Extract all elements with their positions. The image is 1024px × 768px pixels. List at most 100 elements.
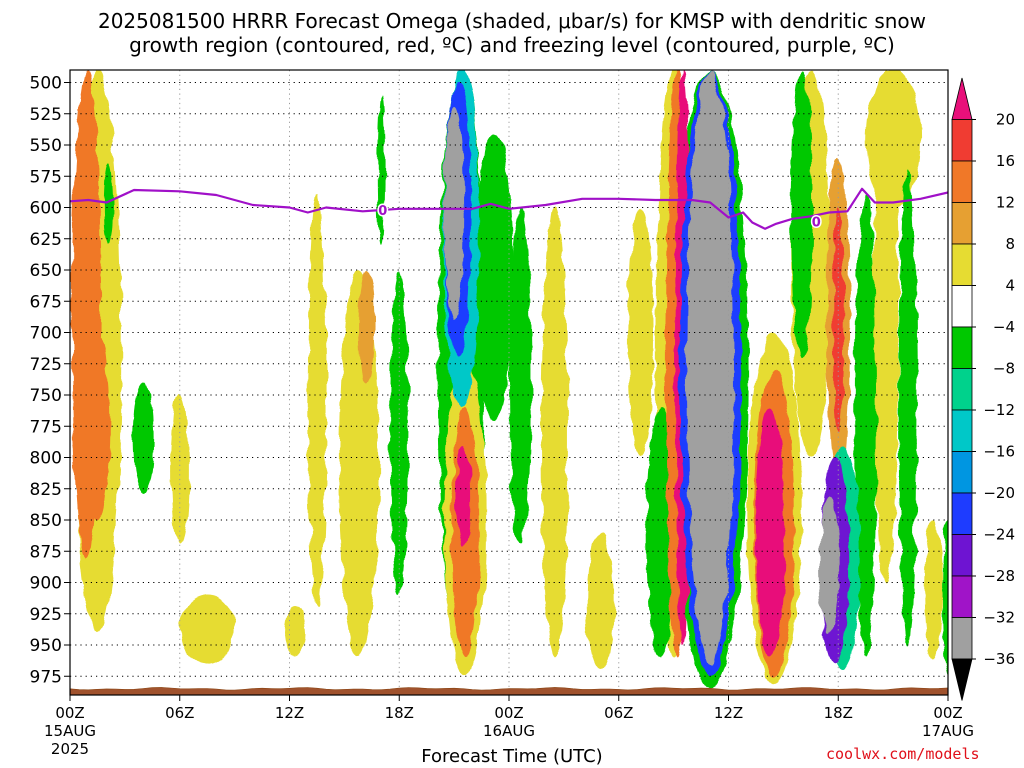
chart-title-line-2: growth region (contoured, red, ºC) and f… — [129, 33, 895, 57]
omega-region-43 — [873, 70, 899, 583]
colorbar-band-5 — [951, 285, 973, 328]
x-date-label-24: 16AUG — [483, 722, 535, 740]
y-tick-label-550: 550 — [30, 136, 62, 156]
omega-region-47 — [942, 520, 948, 677]
omega-region-34 — [755, 407, 786, 658]
colorbar-band-1 — [951, 119, 973, 162]
y-axis: 500 525 550 575 600 625 650 675 700 725 750 775 800 8… — [30, 74, 70, 687]
colorbar-band-4 — [951, 243, 973, 286]
y-tick-label-900: 900 — [30, 574, 62, 594]
omega-region-31 — [686, 70, 734, 664]
omega-region-11 — [377, 95, 385, 245]
colorbar-label-1: 16 — [996, 152, 1015, 170]
omega-region-6 — [179, 595, 235, 664]
colorbar-label-13: −36 — [983, 650, 1015, 668]
y-tick-label-975: 975 — [30, 667, 62, 687]
omega-region-10 — [358, 270, 375, 383]
terrain-band — [70, 687, 948, 695]
colorbar-label-11: −28 — [983, 567, 1015, 585]
colorbar-band-14 — [951, 658, 973, 701]
omega-region-20 — [476, 132, 513, 420]
colorbar-band-11 — [951, 534, 973, 577]
y-tick-label-725: 725 — [30, 355, 62, 375]
omega-region-23 — [586, 532, 615, 670]
colorbar-label-8: −16 — [983, 443, 1015, 461]
colorbar-band-13 — [951, 617, 973, 660]
omega-region-7 — [284, 607, 306, 658]
x-tick-label-30: 06Z — [604, 704, 633, 722]
x-tick-label-24: 00Z — [494, 704, 523, 722]
omega-shading — [71, 70, 948, 689]
y-tick-label-850: 850 — [30, 511, 62, 531]
x-tick-label-18: 18Z — [385, 704, 414, 722]
chart-title-line-1: 2025081500 HRRR Forecast Omega (shaded, … — [97, 9, 927, 33]
omega-region-41 — [819, 495, 840, 633]
omega-region-2 — [85, 332, 110, 520]
omega-region-19 — [455, 445, 471, 545]
y-tick-label-875: 875 — [30, 542, 62, 562]
colorbar-label-9: −20 — [983, 484, 1015, 502]
y-tick-label-925: 925 — [30, 605, 62, 625]
omega-region-22 — [541, 207, 569, 658]
y-tick-label-625: 625 — [30, 230, 62, 250]
x-tick-label-6: 06Z — [165, 704, 194, 722]
freezing-level-contour: 00 — [70, 187, 948, 232]
colorbar-label-6: −8 — [993, 360, 1015, 378]
omega-region-4 — [132, 382, 155, 495]
y-tick-label-500: 500 — [30, 74, 62, 94]
omega-region-3 — [103, 163, 113, 245]
colorbar-band-2 — [951, 160, 973, 203]
colorbar-band-0 — [951, 77, 973, 120]
x-date-label-0: 15AUG — [44, 722, 96, 740]
y-tick-label-825: 825 — [30, 480, 62, 500]
y-tick-label-525: 525 — [30, 105, 62, 125]
y-tick-label-675: 675 — [30, 292, 62, 312]
freezing-level-label-0: 0 — [378, 204, 387, 219]
omega-region-45 — [898, 170, 917, 645]
y-tick-label-950: 950 — [30, 636, 62, 656]
colorbar-label-12: −32 — [983, 609, 1015, 627]
colorbar-label-10: −24 — [983, 526, 1015, 544]
y-tick-label-575: 575 — [30, 167, 62, 187]
colorbar-band-9 — [951, 451, 973, 494]
colorbar-band-3 — [951, 202, 973, 245]
x-axis-label: Forecast Time (UTC) — [421, 746, 603, 767]
colorbar-label-4: 4 — [1005, 277, 1015, 295]
omega-region-8 — [307, 195, 327, 608]
colorbar-band-10 — [951, 492, 973, 535]
omega-region-24 — [627, 207, 654, 458]
colorbar-label-3: 8 — [1005, 235, 1015, 253]
x-tick-label-42: 18Z — [824, 704, 853, 722]
x-tick-label-48: 00Z — [933, 704, 962, 722]
freezing-level-line — [70, 187, 948, 230]
x-tick-label-0: 00Z — [55, 704, 84, 722]
omega-region-21 — [508, 207, 531, 545]
colorbar-label-7: −12 — [983, 401, 1015, 419]
y-tick-label-600: 600 — [30, 199, 62, 219]
colorbar-band-7 — [951, 368, 973, 411]
grid-lines — [70, 70, 948, 695]
y-tick-label-700: 700 — [30, 324, 62, 344]
omega-region-16 — [444, 107, 465, 320]
colorbar-band-8 — [951, 409, 973, 452]
x-date-label-48: 17AUG — [922, 722, 974, 740]
freezing-level-label-1: 0 — [812, 215, 821, 230]
terrain-surface — [70, 687, 948, 695]
colorbar-band-12 — [951, 575, 973, 618]
colorbar-label-0: 20 — [996, 111, 1015, 129]
y-tick-label-650: 650 — [30, 261, 62, 281]
y-tick-label-750: 750 — [30, 386, 62, 406]
source-credit: coolwx.com/models — [826, 745, 980, 763]
x-year-label-0: 2025 — [51, 740, 89, 758]
x-tick-label-36: 12Z — [714, 704, 743, 722]
colorbar-label-2: 12 — [996, 194, 1015, 212]
colorbar: 20 16 12 8 4 −4 −8 −12 −16 −20 −24 −28 −32 −36 — [951, 77, 1015, 701]
omega-region-36 — [790, 70, 813, 358]
colorbar-label-5: −4 — [993, 318, 1015, 336]
colorbar-band-6 — [951, 326, 973, 369]
omega-region-46 — [924, 520, 943, 658]
x-tick-label-12: 12Z — [275, 704, 304, 722]
y-tick-label-775: 775 — [30, 417, 62, 437]
